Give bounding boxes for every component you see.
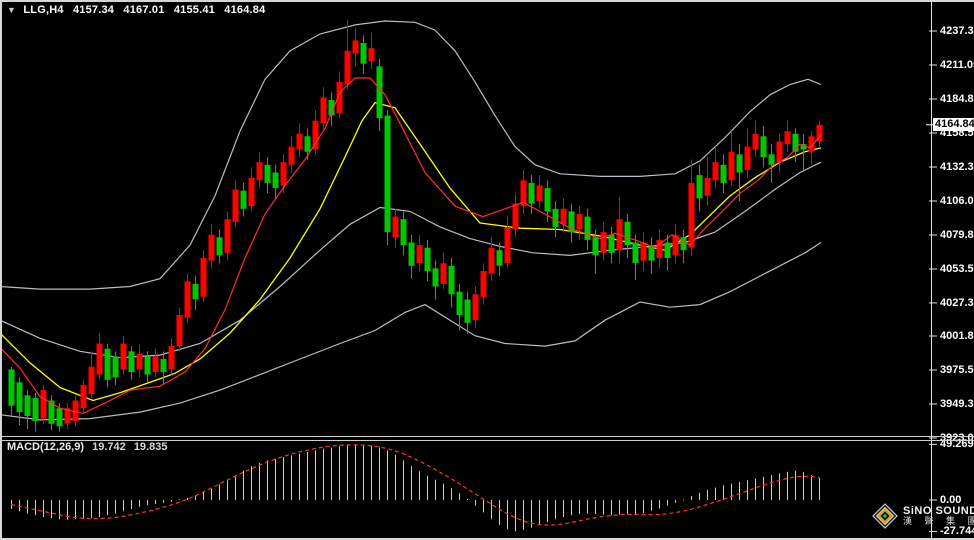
high-value: 4167.01 xyxy=(123,4,165,16)
macd-axis-label: 49.269 xyxy=(940,438,974,450)
macd-axis-label: -27.744 xyxy=(940,525,974,537)
price-axis-label: 3975.55 xyxy=(940,364,974,376)
macd-signal-line xyxy=(10,444,820,526)
macd-main-value: 19.742 xyxy=(92,441,126,453)
pane-splitter[interactable] xyxy=(0,436,974,437)
candles-layer xyxy=(8,19,823,432)
pane-splitter-lower-edge[interactable] xyxy=(0,440,974,441)
low-value: 4155.41 xyxy=(173,4,215,16)
brand-name-cn: 漢 聲 集 團 xyxy=(903,516,974,527)
red-ma-line xyxy=(0,77,822,415)
price-axis-label: 4132.30 xyxy=(940,161,974,173)
price-axis-label: 4106.05 xyxy=(940,195,974,207)
symbol-header: ▼ LLG,H4 4157.34 4167.01 4155.41 4164.84 xyxy=(7,4,265,16)
window-border-left xyxy=(0,0,2,540)
macd-name: MACD(12,26,9) xyxy=(7,441,85,453)
symbol-label: LLG,H4 xyxy=(23,4,64,16)
price-axis-label: 4237.30 xyxy=(940,25,974,37)
macd-indicator-label: MACD(12,26,9) 19.742 19.835 xyxy=(7,441,167,453)
chevron-down-icon[interactable]: ▼ xyxy=(7,5,17,15)
current-price-badge: 4164.84 xyxy=(933,118,974,131)
macd-signal-value: 19.835 xyxy=(133,441,168,453)
price-axis-label: 3949.30 xyxy=(940,398,974,410)
close-value: 4164.84 xyxy=(224,4,266,16)
window-border-bottom xyxy=(0,538,974,540)
yellow-ma-line xyxy=(0,101,822,402)
brand-logo: SiNO SOUND 漢 聲 集 團 xyxy=(872,503,974,529)
brand-name: SiNO SOUND xyxy=(903,504,974,517)
price-axis-label: 4184.80 xyxy=(940,93,974,105)
window-border-top xyxy=(0,0,974,2)
axis-separator-and-ticks xyxy=(926,2,937,538)
open-value: 4157.34 xyxy=(72,4,115,16)
price-axis-label: 4079.80 xyxy=(940,229,974,241)
price-axis-label: 4001.80 xyxy=(940,330,974,342)
macd-histogram xyxy=(11,444,820,532)
price-axis-label: 4211.05 xyxy=(940,59,974,71)
macd-axis-label: 0.00 xyxy=(940,494,962,506)
price-axis-label: 4027.30 xyxy=(940,297,974,309)
bollinger-bands-lines xyxy=(0,20,822,421)
price-axis-label: 4053.55 xyxy=(940,263,974,275)
price-axis-label: 3923.05 xyxy=(940,432,974,444)
diamond-logo-icon xyxy=(872,503,898,529)
